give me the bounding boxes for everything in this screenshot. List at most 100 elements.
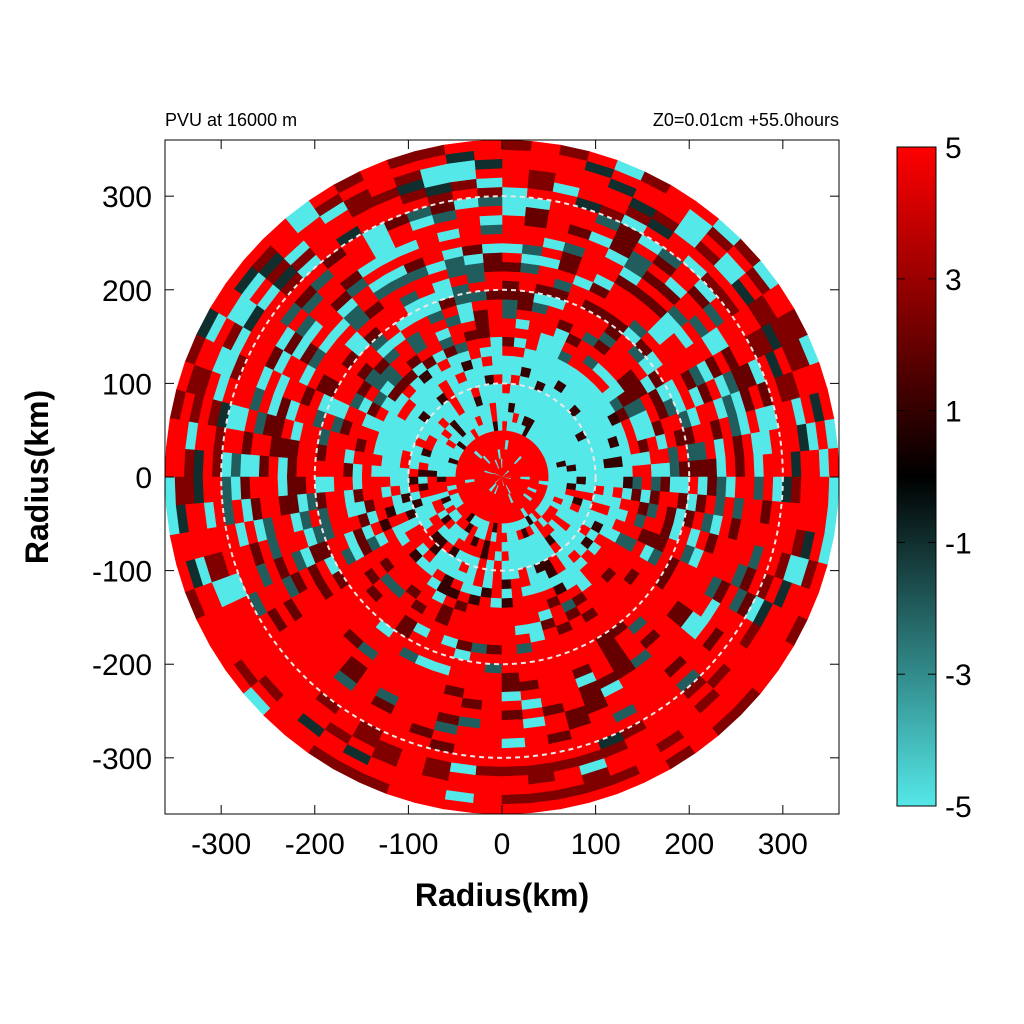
field-cell [492, 569, 503, 581]
field-cell [496, 523, 503, 534]
field-cell [323, 461, 335, 478]
field-cell [501, 691, 522, 703]
field-cell [295, 458, 307, 478]
field-cell [622, 476, 634, 489]
field-cell [501, 719, 525, 731]
field-cell [734, 455, 746, 478]
field-cell [548, 476, 559, 483]
field-cell [501, 765, 529, 777]
field-cell [501, 625, 517, 637]
field-cell [501, 158, 531, 170]
field-cell [473, 784, 503, 796]
field-cell [276, 476, 288, 497]
field-cell [772, 452, 784, 478]
field-cell [501, 551, 510, 562]
field-cell [370, 465, 382, 478]
y-tick-label: -300 [92, 743, 152, 776]
field-cell [501, 242, 523, 254]
field-cell [408, 468, 419, 478]
field-cell [174, 448, 186, 478]
field-cell [716, 457, 728, 478]
reference-circle [407, 382, 597, 572]
field-cell [473, 793, 503, 805]
y-tick-label: 100 [102, 368, 152, 401]
x-tick-label: -200 [285, 828, 345, 861]
chart-title-right: Z0=0.01cm +55.0hours [653, 110, 839, 130]
field-cell [612, 486, 624, 499]
field-cell [501, 326, 516, 338]
field-cell [501, 345, 514, 357]
x-ticks: -300 -200 -100 0 100 200 300 [191, 140, 808, 861]
field-cell [510, 364, 522, 376]
field-layer [165, 140, 839, 814]
y-tick-label: 200 [102, 275, 152, 308]
field-cell [478, 728, 503, 740]
field-cell [475, 765, 503, 777]
field-cell [501, 336, 515, 347]
field-cell [575, 483, 587, 492]
field-cell [501, 177, 529, 189]
colorbar-tick-label: 3 [945, 264, 962, 297]
field-cell [379, 476, 391, 488]
y-ticks: 300 200 100 0 -100 -200 -300 [92, 181, 839, 776]
field-cell [398, 476, 410, 487]
field-cell [478, 346, 492, 358]
field-cell [678, 476, 690, 494]
colorbar-tick-label: 5 [945, 132, 962, 165]
field-cell [498, 504, 503, 515]
field-cell [482, 691, 503, 703]
field-cell [436, 470, 447, 478]
field-cell [494, 392, 503, 403]
field-cell [323, 476, 335, 493]
colorbar-tick-label: -3 [945, 659, 972, 692]
field-cell [480, 587, 493, 599]
field-cell [351, 463, 363, 478]
colorbar [896, 146, 937, 807]
field-cell [501, 429, 507, 441]
field-cell [464, 473, 475, 478]
reference-circle [220, 195, 784, 759]
field-cell [706, 476, 718, 497]
field-cell [202, 476, 214, 504]
field-cell [621, 453, 633, 467]
field-cell [477, 737, 503, 749]
field-cell [809, 448, 821, 478]
field-cell [399, 458, 411, 470]
field-cell [744, 476, 756, 500]
field-cell [488, 616, 503, 628]
field-cell [483, 672, 503, 684]
field-cell [650, 476, 662, 492]
field-cell [445, 471, 456, 478]
field-cell [501, 233, 524, 245]
field-cell [641, 476, 653, 491]
field-cell [220, 476, 232, 502]
field-cell [230, 476, 242, 502]
field-cell [491, 364, 503, 375]
field-cell [202, 450, 214, 478]
colorbar-ticks: 5 3 1 -1 -3 -5 [897, 132, 972, 824]
field-cell [380, 455, 392, 468]
field-cell [828, 476, 839, 507]
y-tick-label: -200 [92, 649, 152, 682]
chart-title-left: PVU at 16000 m [165, 110, 297, 130]
field-cell [501, 597, 514, 609]
field-cell [417, 462, 429, 471]
field-cell [371, 453, 383, 467]
field-cell [501, 579, 513, 590]
field-cell [594, 476, 606, 487]
y-tick-label: -100 [92, 556, 152, 589]
field-cell [333, 476, 344, 493]
field-cell [501, 214, 526, 226]
field-cell [557, 476, 568, 484]
field-cell [295, 476, 307, 496]
field-cell [501, 737, 527, 749]
field-cell [494, 551, 503, 562]
field-cell [480, 233, 503, 245]
field-cell [491, 354, 503, 366]
field-cell [479, 719, 503, 731]
field-cell [481, 242, 503, 254]
field-cell [481, 700, 503, 712]
field-cell [501, 775, 530, 787]
field-cell [501, 251, 522, 263]
field-cell [475, 177, 503, 189]
